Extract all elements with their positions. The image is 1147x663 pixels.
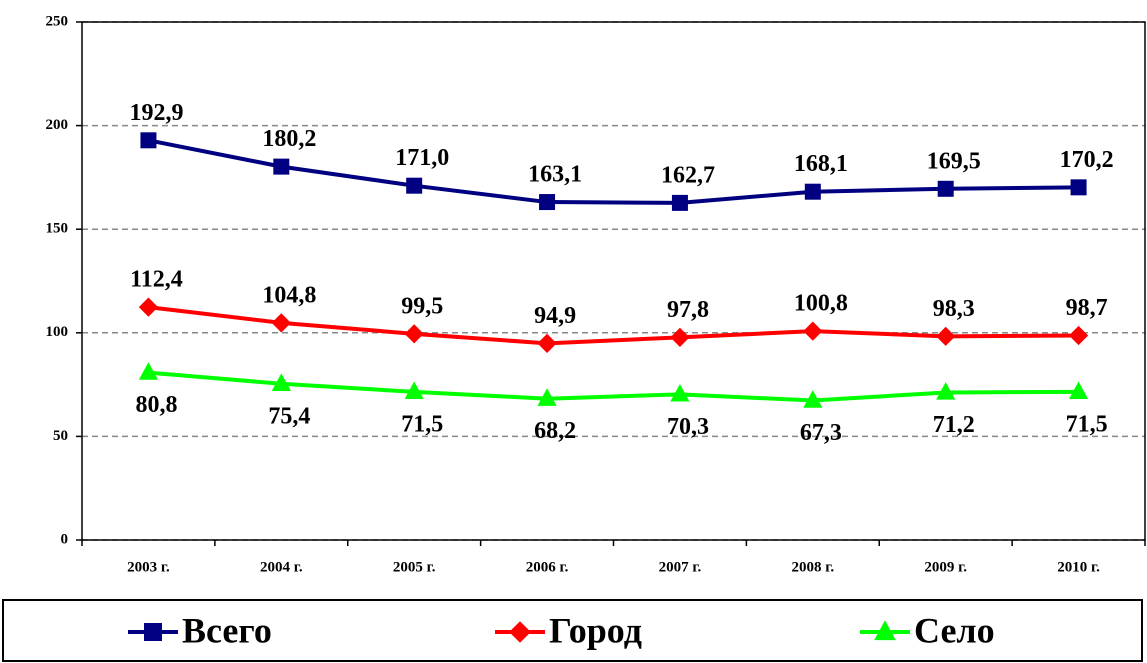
marker (874, 620, 896, 641)
data-label: 169,5 (927, 148, 981, 174)
marker (1068, 381, 1089, 400)
marker (509, 621, 531, 643)
data-label: 68,2 (534, 418, 576, 444)
x-tick-label: 2008 г. (792, 559, 835, 575)
marker (138, 362, 159, 380)
x-tick-label: 2004 г. (260, 559, 303, 575)
y-tick-label: 0 (61, 531, 69, 547)
data-label: 163,1 (528, 162, 582, 188)
y-tick-label: 200 (46, 117, 69, 133)
marker (1070, 179, 1087, 196)
data-label: 71,5 (1066, 411, 1108, 437)
data-label: 75,4 (268, 403, 310, 429)
marker (803, 321, 823, 341)
x-tick-label: 2006 г. (526, 559, 569, 575)
data-label: 80,8 (135, 392, 177, 418)
data-label: 98,3 (933, 296, 975, 322)
data-label: 171,0 (395, 145, 449, 171)
marker (144, 623, 162, 641)
marker (271, 373, 291, 391)
x-tick-label: 2010 г. (1057, 559, 1100, 575)
y-tick-label: 50 (53, 428, 68, 444)
x-tick-label: 2009 г. (924, 559, 967, 575)
legend-label: Село (914, 610, 995, 650)
data-label: 94,9 (534, 303, 576, 329)
marker (406, 177, 423, 194)
marker (271, 313, 291, 333)
series-line (148, 370, 1079, 403)
marker (670, 327, 690, 347)
series-line (148, 305, 1079, 346)
marker (140, 132, 157, 149)
y-tick-label: 250 (46, 13, 69, 29)
marker (803, 390, 823, 408)
marker (404, 381, 424, 400)
marker (936, 326, 956, 346)
marker (936, 382, 956, 400)
marker (273, 158, 290, 175)
x-tick-label: 2003 г. (127, 559, 170, 575)
x-tick-label: 2007 г. (659, 559, 702, 575)
y-tick-label: 100 (46, 324, 69, 340)
data-label: 180,2 (262, 126, 316, 152)
data-label: 70,3 (667, 414, 709, 440)
data-label: 192,9 (129, 100, 183, 126)
data-label: 67,3 (800, 420, 842, 446)
marker (404, 324, 424, 344)
plot-frame (81, 21, 1146, 541)
legend-label: Всего (182, 610, 272, 650)
data-label: 104,8 (262, 282, 316, 308)
data-label: 71,5 (401, 411, 443, 437)
data-label: 100,8 (794, 291, 848, 317)
series-line (148, 138, 1079, 205)
data-label: 99,5 (401, 293, 443, 319)
marker (539, 194, 556, 211)
data-label: 112,4 (130, 267, 183, 293)
data-label: 170,2 (1060, 147, 1114, 173)
marker (671, 194, 688, 211)
marker (537, 333, 557, 353)
data-label: 162,7 (661, 162, 715, 188)
x-tick-label: 2005 г. (393, 559, 436, 575)
legend-box (2, 599, 1143, 662)
marker (804, 183, 821, 200)
marker (537, 388, 557, 406)
y-tick-label: 150 (46, 221, 69, 237)
marker (1068, 325, 1089, 346)
data-label: 168,1 (794, 151, 848, 177)
data-label: 97,8 (667, 297, 709, 323)
legend-label: Город (549, 610, 642, 650)
data-label: 71,2 (933, 412, 975, 438)
data-label: 98,7 (1066, 295, 1108, 321)
marker (937, 180, 954, 197)
marker (670, 383, 690, 402)
marker (138, 297, 159, 317)
